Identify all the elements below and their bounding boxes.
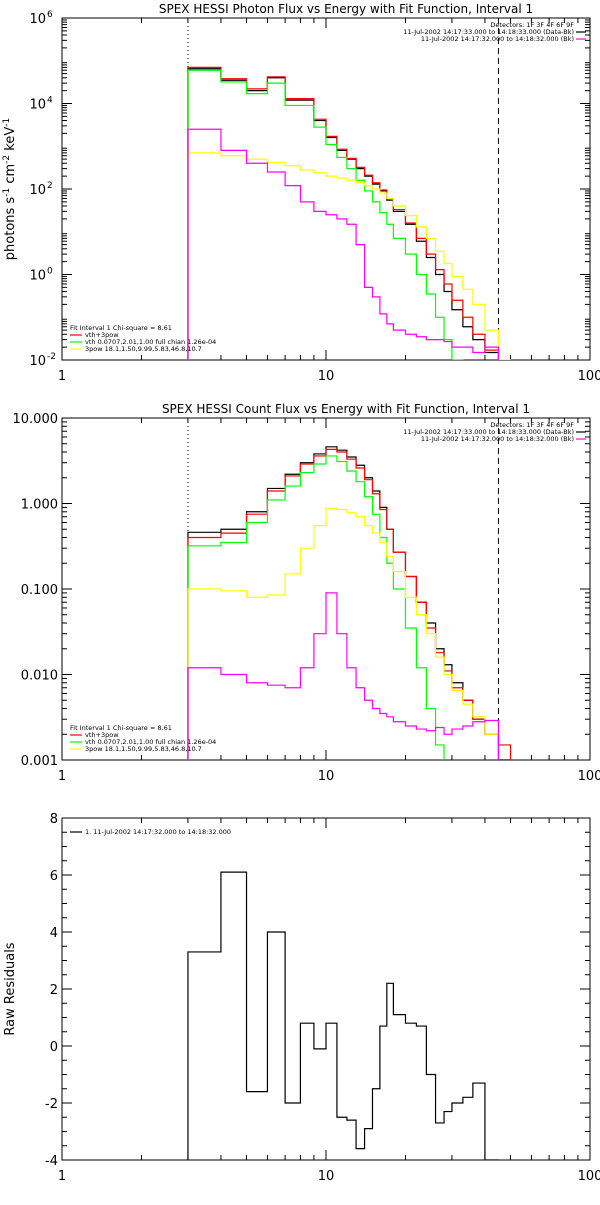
- y-tick-label: 8: [50, 812, 58, 827]
- plot-frame: [62, 818, 590, 1160]
- x-tick-label: 100: [578, 1169, 600, 1184]
- series-vth: [188, 456, 511, 871]
- y-tick-exponent: 4: [47, 96, 53, 106]
- y-axis-label-sup1: -1: [2, 188, 12, 197]
- x-tick-label: 1: [58, 1169, 66, 1184]
- y-tick-label: 10: [29, 354, 46, 369]
- series-data-bk: [188, 447, 511, 780]
- y-axis-label-sup3: -1: [2, 118, 12, 127]
- legend-entry: 1. 11-Jul-2002 14:17:32.000 to 14:18:32.…: [85, 828, 231, 836]
- y-tick-base: 10: [29, 269, 46, 284]
- series-vth: [188, 70, 511, 415]
- x-tick-label: 10: [318, 369, 335, 384]
- y-tick-label: 10: [29, 269, 46, 284]
- x-tick-label: 100: [578, 769, 600, 784]
- y-tick-base: 10: [29, 183, 46, 198]
- plot-area: [188, 447, 511, 871]
- x-tick-label: 100: [578, 369, 600, 384]
- y-axis-label-mid: cm: [3, 164, 18, 188]
- x-tick-label: 10: [318, 1169, 335, 1184]
- y-tick-base: 10: [29, 354, 46, 369]
- y-tick-label: 10: [29, 98, 46, 113]
- y-tick-exponent: -2: [47, 352, 56, 362]
- series-bk: [188, 593, 511, 786]
- x-tick-label: 1: [58, 769, 66, 784]
- x-tick-label: 10: [318, 769, 335, 784]
- y-tick-label: 0.010: [21, 669, 58, 684]
- y-tick-exponent: 0: [47, 267, 53, 277]
- y-tick-base: 10: [29, 98, 46, 113]
- y-tick-label: -4: [45, 1154, 58, 1169]
- series-residuals: [188, 872, 498, 1180]
- x-tick-label: 1: [58, 369, 66, 384]
- y-tick-exponent: 2: [47, 181, 53, 191]
- y-tick-label: 0.001: [21, 754, 58, 769]
- legend-entry: 11-Jul-2002 14:17:32.000 to 14:18:32.000…: [421, 435, 574, 443]
- y-axis-label-tail: keV: [3, 127, 18, 155]
- plot-area: [188, 872, 498, 1180]
- legend-entry: 3pow 18.1,1.50,9.99,5.83,46.8,10.7: [85, 345, 202, 353]
- chart-panel-2: SPEX HESSI Count Flux vs Energy with Fit…: [13, 402, 600, 871]
- series-vth-3pow: [188, 449, 511, 780]
- chart-title: SPEX HESSI Photon Flux vs Energy with Fi…: [159, 2, 533, 16]
- chart-panel-3: 1 10 100 -4 -2 0 2 4 6 8 Raw Residuals 1. 11-Jul-20…: [3, 812, 600, 1184]
- y-tick-label: 4: [50, 926, 58, 941]
- y-tick-base: 10: [29, 12, 46, 27]
- y-tick-label: 10: [29, 183, 46, 198]
- y-tick-label: 10: [29, 12, 46, 27]
- y-axis-label: photons s-1 cm-2 keV-1: [2, 118, 18, 260]
- y-tick-label: 1.000: [21, 498, 58, 513]
- plot-frame: [62, 418, 590, 760]
- chart-title: SPEX HESSI Count Flux vs Energy with Fit…: [162, 402, 530, 416]
- y-tick-label: 0.100: [21, 583, 58, 598]
- legend-entry: 11-Jul-2002 14:17:32.000 to 14:18:32.000…: [421, 35, 574, 43]
- chart-panel-1: SPEX HESSI Photon Flux vs Energy with Fi…: [2, 2, 600, 416]
- y-tick-label: 10.000: [13, 412, 59, 427]
- plot-frame: [62, 18, 590, 360]
- y-tick-label: -2: [45, 1097, 58, 1112]
- y-tick-label: 6: [50, 869, 58, 884]
- y-tick-exponent: 6: [47, 10, 53, 20]
- y-tick-label: 0: [50, 1040, 58, 1055]
- series-3pow: [188, 153, 511, 380]
- y-axis-label-base: photons s: [3, 197, 18, 261]
- legend-entry: 3pow 18.1,1.50,9.99,5.83,46.8,10.7: [85, 745, 202, 753]
- plot-area: [188, 67, 511, 415]
- series-bk: [188, 129, 511, 380]
- y-axis-label-sup2: -2: [2, 155, 12, 164]
- series-3pow: [188, 508, 511, 780]
- y-axis-label: Raw Residuals: [3, 942, 18, 1035]
- y-tick-label: 2: [50, 983, 58, 998]
